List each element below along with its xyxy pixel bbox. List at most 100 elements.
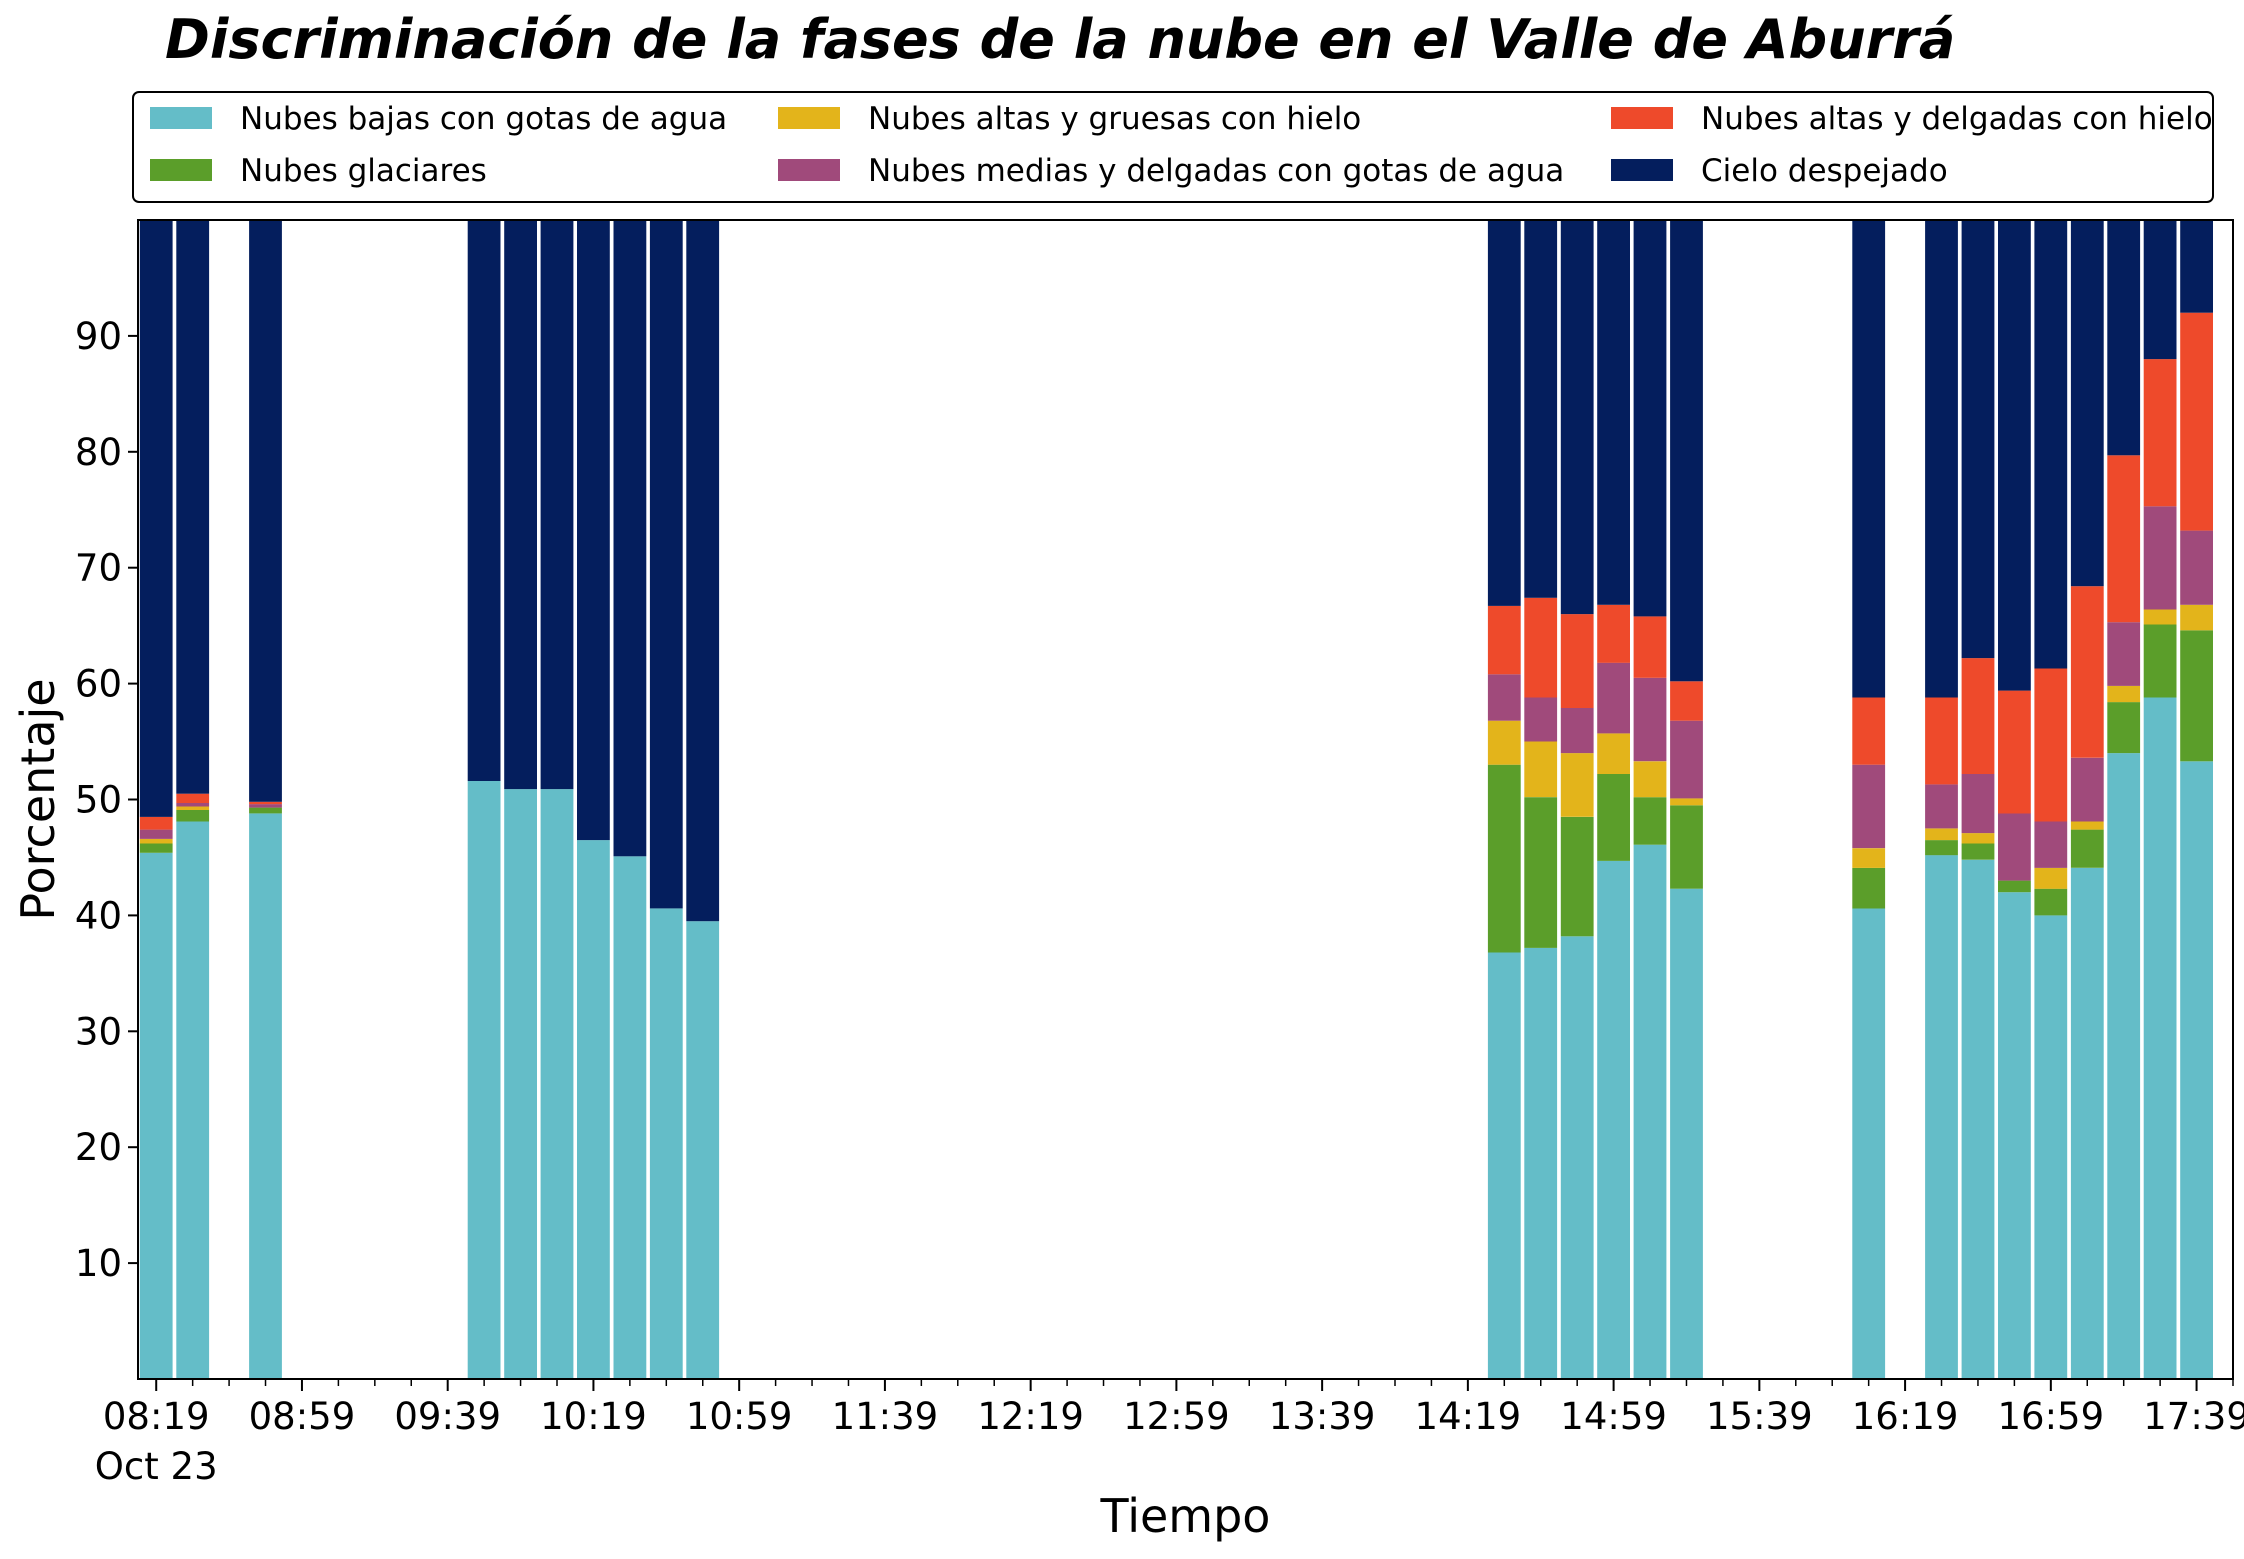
x-tick-label: 15:39 xyxy=(1706,1395,1813,1438)
legend-swatch-5 xyxy=(1611,159,1673,181)
x-tick-label: 14:19 xyxy=(1415,1395,1522,1438)
bar-segment-1609-s0 xyxy=(1852,908,1886,1379)
bar-segment-0959-s5 xyxy=(504,220,537,790)
bar-segment-1739-s2 xyxy=(2180,604,2213,631)
bar-segment-1649-s3 xyxy=(1998,813,2031,881)
bar-segment-1459-s0 xyxy=(1597,860,1630,1379)
legend-swatch-4 xyxy=(1611,107,1673,129)
legend-swatch-1 xyxy=(150,159,212,181)
bar-segment-1639-s3 xyxy=(1961,774,1995,834)
bar-segment-1519-s1 xyxy=(1670,805,1703,889)
bar-segment-1629-s1 xyxy=(1925,840,1958,856)
bar-segment-1429-s1 xyxy=(1487,764,1521,953)
bar-segment-1729-s1 xyxy=(2143,624,2177,698)
bar-segment-0849-s4 xyxy=(249,801,282,805)
bar-segment-1429-s2 xyxy=(1487,720,1521,765)
bar-segment-1429-s0 xyxy=(1487,952,1521,1379)
bar-segment-1459-s2 xyxy=(1597,733,1630,774)
bar-segment-0829-s0 xyxy=(176,821,210,1379)
legend-label-4: Nubes altas y delgadas con hielo xyxy=(1701,101,2213,137)
x-tick-label: 09:39 xyxy=(394,1395,501,1438)
bar-segment-1629-s0 xyxy=(1925,855,1958,1379)
y-tick-label: 60 xyxy=(75,663,122,706)
y-tick-label: 70 xyxy=(75,547,122,590)
bar-segment-0849-s5 xyxy=(249,220,282,802)
bar-segment-1659-s2 xyxy=(2034,867,2068,889)
bar-segment-1019-s5 xyxy=(577,220,610,841)
bar-segment-1009-s5 xyxy=(540,220,574,790)
bar-segment-1719-s1 xyxy=(2107,702,2141,754)
y-tick-label: 90 xyxy=(75,315,122,358)
x-tick-label: 12:59 xyxy=(1123,1395,1230,1438)
bar-segment-0819-s4 xyxy=(139,816,173,830)
bar-segment-1449-s4 xyxy=(1560,614,1594,708)
chart-title: Discriminación de la fases de la nube en… xyxy=(165,8,1955,71)
bar-segment-1439-s5 xyxy=(1524,220,1558,598)
legend-label-3: Nubes medias y delgadas con gotas de agu… xyxy=(868,153,1564,189)
bar-segment-1449-s5 xyxy=(1560,220,1594,615)
bar-segment-1709-s3 xyxy=(2070,757,2104,822)
bar-segment-1729-s2 xyxy=(2143,609,2177,625)
legend-label-0: Nubes bajas con gotas de agua xyxy=(240,101,727,137)
bar-segment-1739-s1 xyxy=(2180,630,2213,762)
bar-segment-1509-s5 xyxy=(1633,220,1667,617)
bar-segment-1509-s2 xyxy=(1633,761,1667,798)
bar-segment-1519-s3 xyxy=(1670,720,1703,799)
bar-segment-1639-s4 xyxy=(1961,658,1995,774)
bar-segment-1649-s4 xyxy=(1998,690,2031,814)
bar-segment-1659-s1 xyxy=(2034,888,2068,916)
y-axis-label: Porcentaje xyxy=(11,678,65,920)
x-axis-label: Tiempo xyxy=(1100,1489,1271,1543)
bar-segment-1429-s4 xyxy=(1487,605,1521,675)
bar-segment-0819-s0 xyxy=(139,852,173,1379)
bar-segment-1459-s3 xyxy=(1597,662,1630,734)
bar-segment-1609-s3 xyxy=(1852,764,1886,849)
bar-segment-0959-s0 xyxy=(504,789,537,1379)
bar-segment-1449-s1 xyxy=(1560,816,1594,937)
bar-segment-1449-s3 xyxy=(1560,707,1594,754)
bar-segment-1519-s0 xyxy=(1670,888,1703,1379)
legend: Nubes bajas con gotas de agua Nubes glaci… xyxy=(132,91,2214,203)
bar-segment-1629-s4 xyxy=(1925,697,1958,785)
bar-segment-1509-s4 xyxy=(1633,616,1667,678)
bar-segment-1659-s5 xyxy=(2034,220,2068,669)
bar-segment-0829-s5 xyxy=(176,220,210,794)
bar-segment-1439-s1 xyxy=(1524,797,1558,948)
bar-segment-1659-s0 xyxy=(2034,915,2068,1379)
x-tick-label: 10:19 xyxy=(540,1395,647,1438)
bar-segment-1029-s0 xyxy=(613,856,647,1379)
bar-segment-0829-s1 xyxy=(176,809,210,822)
x-tick-label: 17:39 xyxy=(2143,1395,2244,1438)
y-tick-label: 30 xyxy=(75,1010,122,1053)
x-tick-date-label: Oct 23 xyxy=(95,1445,218,1488)
y-axis: 10 20 30 40 50 60 70 80 90 xyxy=(75,315,138,1285)
bar-segment-1039-s0 xyxy=(649,908,683,1379)
bar-segment-1709-s0 xyxy=(2070,867,2104,1379)
bar-segment-1719-s4 xyxy=(2107,455,2141,623)
plot-frame xyxy=(137,219,2234,1380)
y-tick-label: 10 xyxy=(75,1242,122,1285)
bar-segment-1009-s0 xyxy=(540,789,574,1379)
bar-segment-1609-s4 xyxy=(1852,697,1886,765)
x-tick-label: 16:59 xyxy=(1998,1395,2105,1438)
bar-segment-1459-s5 xyxy=(1597,220,1630,605)
bar-segment-1039-s5 xyxy=(649,220,683,909)
x-tick-label: 13:39 xyxy=(1269,1395,1376,1438)
bar-segment-1659-s3 xyxy=(2034,821,2068,868)
bar-segment-1439-s0 xyxy=(1524,947,1558,1379)
y-tick-label: 50 xyxy=(75,779,122,822)
bar-segment-1449-s2 xyxy=(1560,753,1594,817)
bar-segment-0849-s3 xyxy=(249,804,282,808)
bar-segment-1709-s5 xyxy=(2070,220,2104,587)
bar-segment-1719-s5 xyxy=(2107,220,2141,456)
legend-label-1: Nubes glaciares xyxy=(240,153,487,189)
bar-segment-1659-s4 xyxy=(2034,668,2068,822)
y-tick-label: 40 xyxy=(75,894,122,937)
bar-segment-1519-s5 xyxy=(1670,220,1703,682)
bar-segment-1429-s5 xyxy=(1487,220,1521,606)
bar-segment-0849-s0 xyxy=(249,813,282,1379)
bar-segment-1049-s0 xyxy=(686,921,720,1379)
bar-segment-1519-s2 xyxy=(1670,798,1703,806)
legend-swatch-3 xyxy=(778,159,840,181)
